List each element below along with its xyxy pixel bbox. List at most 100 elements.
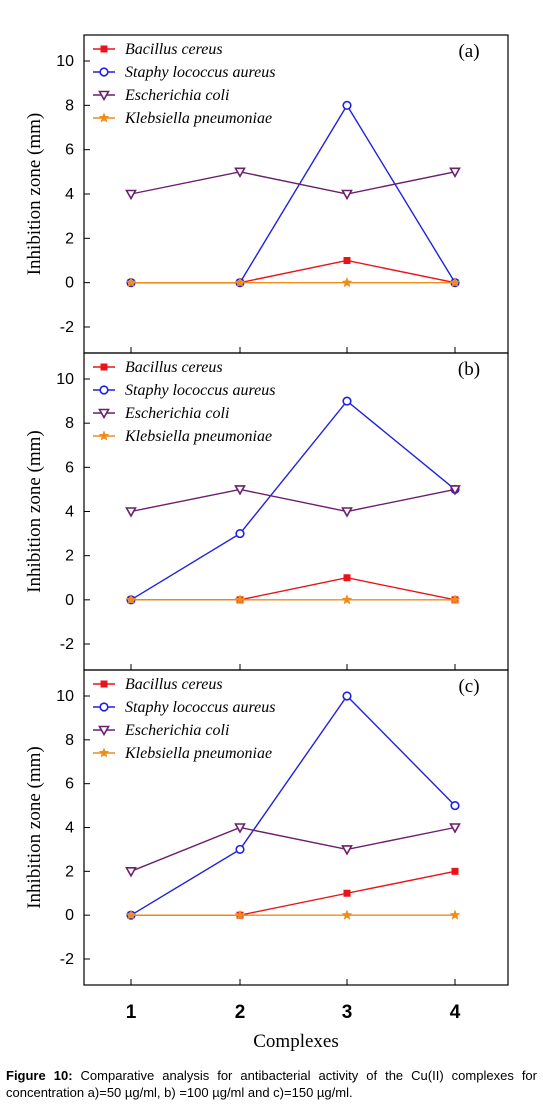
escherichia-coli-point [125, 189, 137, 201]
legend-marker [99, 385, 109, 395]
panel-b: -2 0 2 4 6 8 10 Inhibition zone (mm) (b) Bacillus… [24, 352, 509, 671]
panel-c: -2 0 2 4 6 8 10 Inhibition zone (mm) (c) Bacillus… [24, 669, 509, 986]
legend-label: Klebsiella pneumoniae [124, 745, 272, 762]
y-tick-label: 4 [65, 820, 74, 837]
y-axis-title: Inhibition zone (mm) [24, 113, 45, 276]
legend-label: Staphy lococcus aureus [125, 382, 275, 399]
y-tick-label: -2 [60, 636, 74, 653]
y-tick-label: 0 [65, 907, 74, 924]
klebsiella-pneumoniae-point [449, 909, 461, 920]
x-tick-label: 4 [450, 1002, 461, 1023]
bacillus-cereus-line [131, 870, 456, 916]
klebsiella-pneumoniae-point [234, 909, 246, 920]
escherichia-coli-point [449, 167, 461, 178]
y-tick-label: 6 [65, 459, 74, 476]
legend-label: Bacillus cereus [125, 41, 223, 58]
klebsiella-pneumoniae-point [449, 594, 461, 605]
staphy-lococcus-aureus-point [342, 691, 352, 701]
bacillus-cereus-point [343, 574, 351, 582]
klebsiella-pneumoniae-point [449, 276, 461, 288]
escherichia-coli-point [449, 823, 461, 834]
klebsiella-pneumoniae-point [125, 594, 137, 605]
escherichia-coli-point [341, 507, 353, 518]
x-tick-label: 3 [342, 1002, 353, 1023]
staphy-lococcus-aureus-point [235, 528, 245, 539]
escherichia-coli-line [130, 826, 456, 872]
figure-caption: Figure 10: Comparative analysis for anti… [6, 1067, 537, 1101]
y-tick-label: 10 [56, 688, 74, 705]
y-axis-title: Inhibition zone (mm) [24, 430, 45, 593]
legend-marker [98, 430, 110, 441]
legend-marker [98, 112, 110, 123]
x-axis-title: Complexes [253, 1031, 339, 1052]
panel-a: -2 0 2 4 6 8 10 Inhibition zone (mm) (a) Bacillus… [24, 34, 509, 354]
escherichia-coli-point [449, 485, 461, 496]
y-tick-label: 4 [65, 504, 74, 521]
bacillus-cereus-point [343, 257, 351, 264]
legend-label: Bacillus cereus [125, 359, 223, 376]
legend-marker [100, 363, 108, 371]
y-tick-label: -2 [60, 319, 74, 336]
escherichia-coli-point [125, 867, 137, 878]
escherichia-coli-point [125, 507, 137, 518]
escherichia-coli-point [341, 845, 353, 856]
y-tick-label: 4 [65, 186, 74, 203]
plot-frame [83, 352, 509, 671]
legend-label: Escherichia coli [124, 722, 229, 739]
panel-label: (a) [458, 41, 479, 62]
y-tick-label: 10 [56, 371, 74, 388]
legend-marker [98, 725, 110, 737]
klebsiella-pneumoniae-point [125, 276, 137, 288]
legend-marker [99, 702, 109, 712]
panel-label: (b) [458, 359, 480, 380]
bacillus-cereus-point [343, 889, 351, 897]
escherichia-coli-point [234, 485, 246, 496]
legend-label: Staphy lococcus aureus [125, 699, 275, 716]
x-tick-label: 2 [235, 1002, 246, 1023]
bacillus-cereus-point [451, 867, 459, 875]
y-tick-label: 0 [65, 592, 74, 609]
legend-label: Escherichia coli [124, 405, 229, 422]
escherichia-coli-point [234, 167, 246, 178]
escherichia-coli-point [234, 823, 246, 834]
bacillus-cereus-line [131, 259, 456, 284]
staphy-lococcus-aureus-point [342, 396, 352, 406]
y-tick-label: 2 [65, 230, 74, 247]
y-tick-label: 8 [65, 97, 74, 114]
legend-label: Bacillus cereus [125, 676, 223, 693]
escherichia-coli-line [130, 488, 456, 513]
legend-marker [98, 90, 110, 102]
escherichia-coli-point [341, 189, 353, 201]
legend-marker [100, 45, 108, 53]
legend-marker [98, 408, 110, 420]
y-tick-label: 2 [65, 548, 74, 565]
y-tick-label: 0 [65, 275, 74, 292]
staphy-lococcus-aureus-point [450, 800, 460, 811]
legend-marker [99, 67, 109, 77]
escherichia-coli-line [130, 171, 456, 195]
y-axis-title: Inhibition zone (mm) [24, 746, 45, 909]
legend-label: Staphy lococcus aureus [125, 64, 275, 81]
y-tick-label: -2 [60, 951, 74, 968]
y-tick-label: 2 [65, 863, 74, 880]
klebsiella-pneumoniae-point [341, 594, 353, 605]
legend-label: Klebsiella pneumoniae [124, 110, 272, 127]
y-tick-label: 8 [65, 415, 74, 432]
figure-caption-text: Comparative analysis for antibacterial a… [6, 1068, 537, 1100]
y-tick-label: 6 [65, 776, 74, 793]
staphy-lococcus-aureus-line [131, 103, 456, 284]
y-tick-label: 8 [65, 732, 74, 749]
x-tick-label: 1 [126, 1002, 137, 1023]
klebsiella-pneumoniae-point [234, 276, 246, 288]
bacillus-cereus-line [131, 577, 456, 601]
legend-label: Klebsiella pneumoniae [124, 428, 272, 445]
klebsiella-pneumoniae-point [341, 909, 353, 920]
legend-marker [100, 680, 108, 688]
panel-label: (c) [458, 676, 479, 697]
klebsiella-pneumoniae-point [125, 909, 137, 920]
plot-frame [83, 34, 509, 354]
legend-label: Escherichia coli [124, 87, 229, 104]
y-tick-label: 6 [65, 142, 74, 159]
staphy-lococcus-aureus-line [130, 694, 456, 916]
